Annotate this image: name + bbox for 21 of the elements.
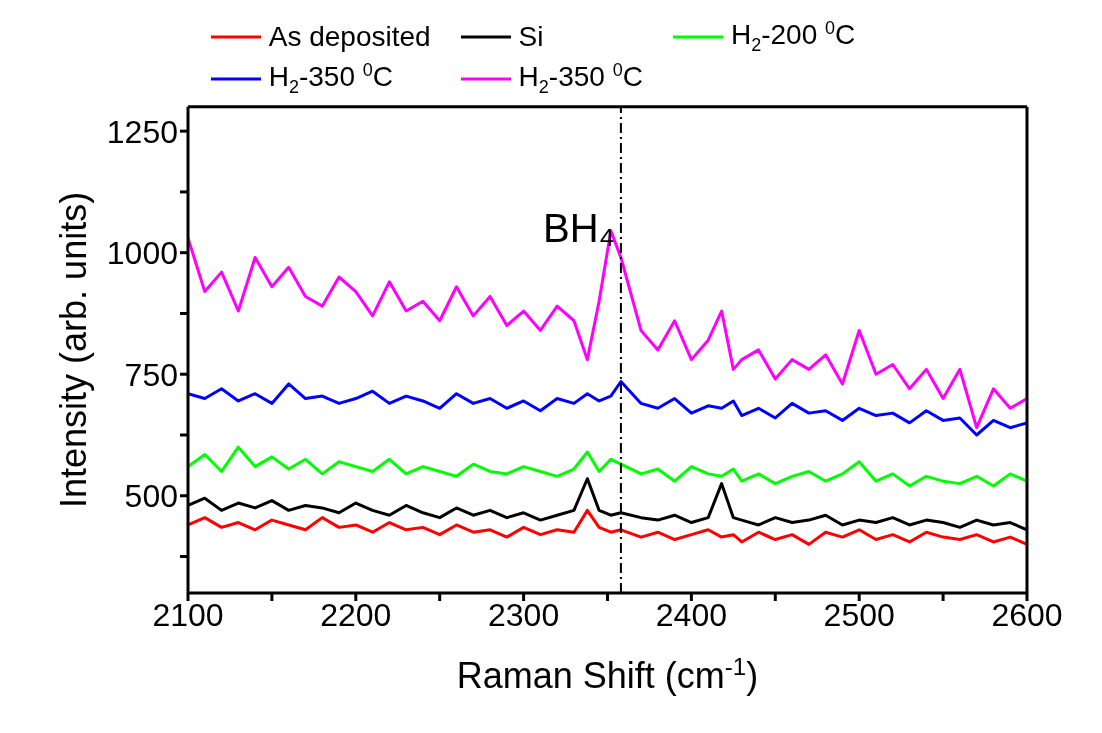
x-tick-label: 2600 (991, 596, 1063, 633)
line-series (188, 508, 1027, 546)
legend-label: H$_{2}$-350 $^{0}$C (518, 59, 643, 97)
y-tick-label: 1000 (106, 235, 178, 272)
x-axis-title: Raman Shift (cm$^{-1}$) (456, 652, 759, 696)
y-tick-label: 500 (124, 478, 178, 515)
legend-label: Si (518, 20, 544, 52)
legend-label: H$_{2}$-350 $^{0}$C (268, 59, 394, 97)
line-series (188, 445, 1027, 488)
legend-label: H$_{2}$-200 $^{0}$C (730, 18, 856, 55)
x-tick-label: 2400 (655, 596, 727, 633)
y-axis-title: Intensity (arb. units) (52, 191, 94, 508)
line-series (188, 380, 1027, 437)
y-tick-label: 750 (124, 356, 178, 393)
y-tick-label: 1250 (106, 113, 178, 150)
legend-label: As deposited (268, 20, 431, 52)
x-tick-label: 2100 (152, 596, 224, 633)
x-tick-label: 2500 (823, 596, 895, 633)
x-tick-label: 2200 (320, 596, 392, 633)
x-tick-label: 2300 (488, 596, 560, 633)
ref-line-label: BH₄ (543, 205, 615, 250)
